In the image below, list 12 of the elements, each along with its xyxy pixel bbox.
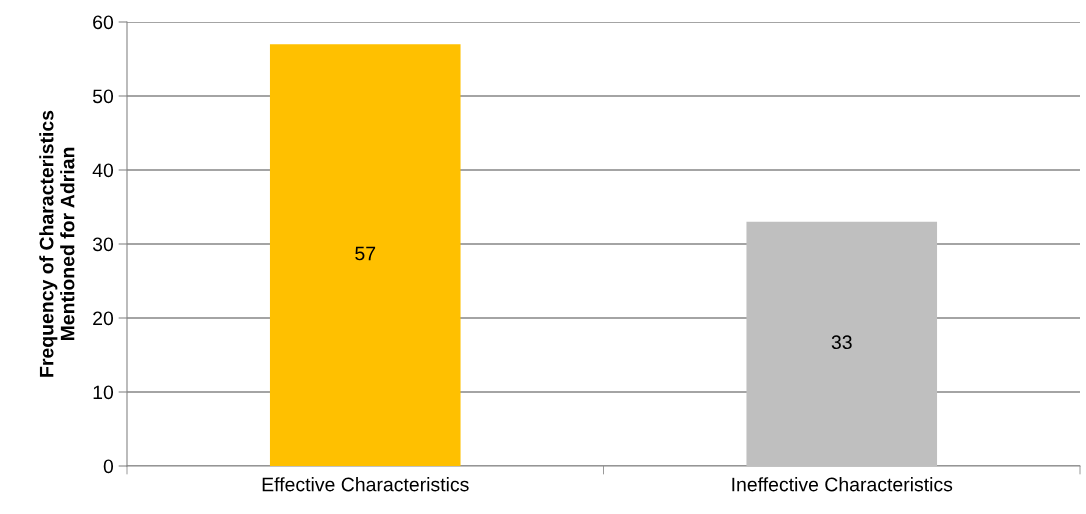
y-tick-label: 60 [93, 15, 114, 30]
y-tick-label: 0 [103, 459, 114, 474]
x-tick-label: Ineffective Characteristics [732, 477, 953, 492]
y-tick-label: 20 [93, 311, 114, 326]
y-tick-label: 10 [93, 385, 114, 400]
y-axis-title: Frequency of Characteristics Mentioned for Adrian [39, 110, 75, 377]
x-tick-label: Effective Characteristics [262, 477, 469, 492]
y-tick-label: 30 [92, 237, 114, 252]
data-label: 57 [355, 246, 376, 261]
y-tick-label: 50 [92, 89, 114, 104]
y-tick-label: 40 [92, 163, 114, 178]
data-label: 33 [831, 335, 852, 350]
